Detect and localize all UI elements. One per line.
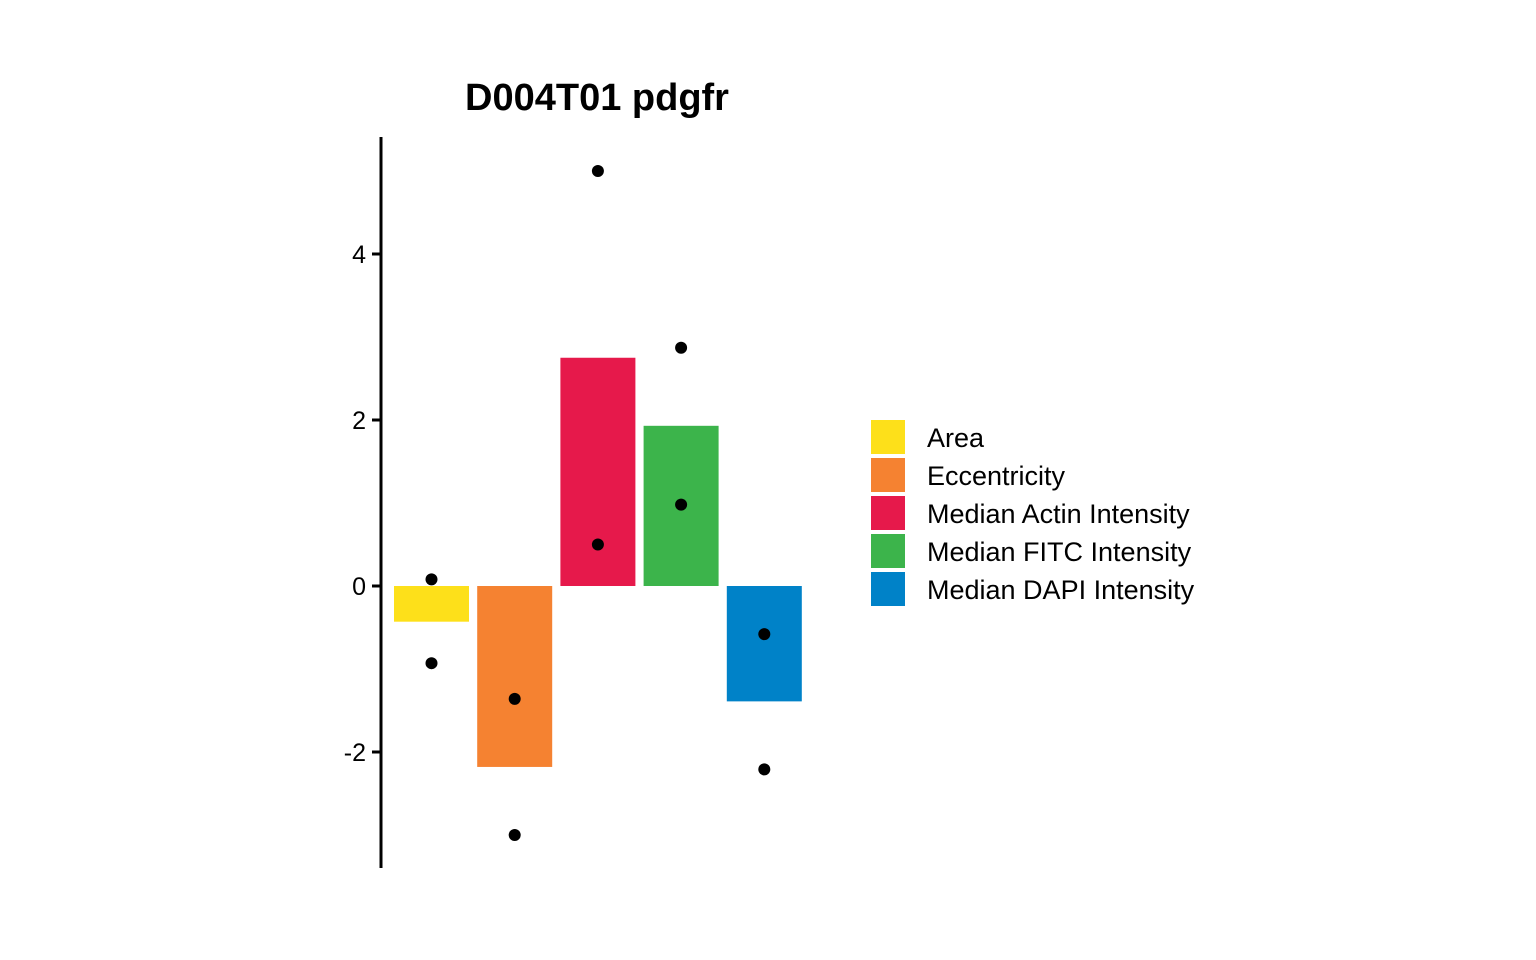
data-point: [425, 573, 438, 586]
y-axis: -2 0 2 4: [344, 137, 383, 868]
chart-title: D004T01 pdgfr: [465, 77, 729, 119]
y-tick-label: -2: [344, 739, 366, 767]
data-point: [508, 692, 521, 705]
data-point: [675, 498, 688, 511]
legend-swatch: [871, 572, 905, 606]
legend-swatch: [871, 534, 905, 568]
data-point: [758, 628, 771, 641]
y-tick-label: 0: [352, 573, 366, 601]
bar-area: [394, 586, 469, 622]
bars: [394, 357, 802, 767]
data-point: [591, 538, 604, 551]
legend-swatch: [871, 496, 905, 530]
legend-label: Median Actin Intensity: [927, 499, 1190, 529]
bar-eccentricity: [477, 586, 553, 767]
y-tick-label: 4: [352, 241, 366, 269]
legend-label: Median DAPI Intensity: [927, 575, 1195, 605]
data-point: [758, 763, 771, 776]
legend-swatch: [871, 458, 905, 492]
data-point: [425, 657, 438, 670]
y-tick-label: 2: [352, 407, 366, 435]
legend: Area Eccentricity Median Actin Intensity Me…: [871, 420, 1195, 606]
legend-label: Median FITC Intensity: [927, 537, 1192, 567]
data-point: [508, 829, 521, 841]
legend-label: Eccentricity: [927, 461, 1066, 491]
legend-swatch: [871, 420, 905, 454]
legend-label: Area: [927, 423, 985, 453]
data-point: [591, 165, 604, 177]
data-points: [425, 165, 771, 841]
bar-median-dapi-intensity: [726, 586, 802, 702]
data-point: [675, 341, 688, 354]
bar-median-actin-intensity: [560, 357, 636, 586]
